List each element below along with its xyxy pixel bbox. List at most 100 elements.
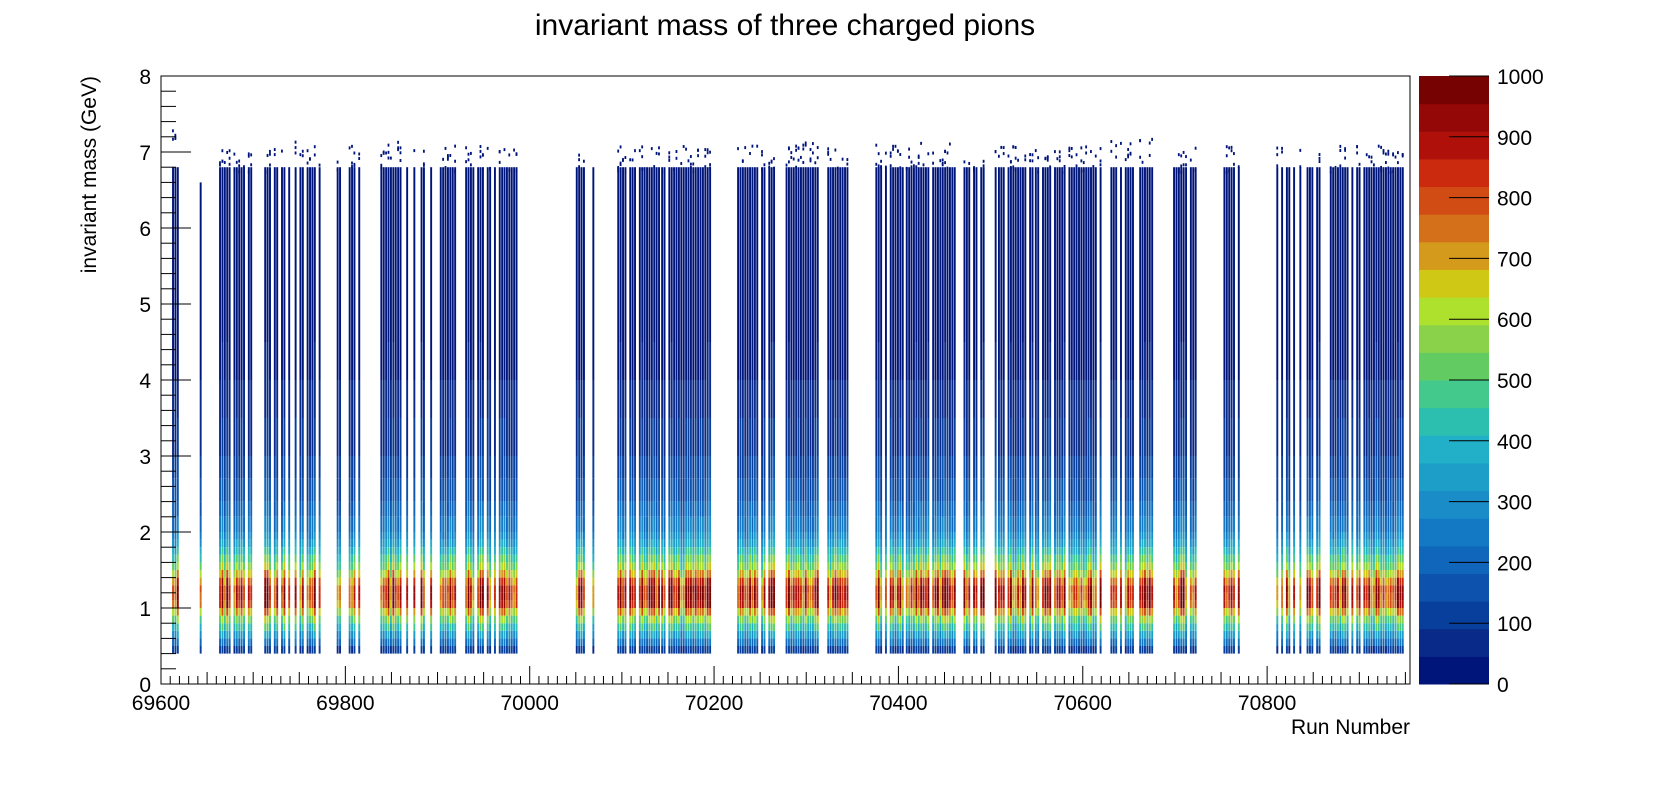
bin-cell — [641, 615, 644, 624]
bin-cell — [176, 380, 179, 418]
bin-cell — [281, 516, 283, 532]
bin-cell — [385, 228, 388, 304]
bin-cell — [832, 630, 834, 639]
bin-cell — [653, 562, 656, 570]
bin-cell — [922, 456, 925, 479]
bin-cell — [746, 228, 749, 304]
bin-cell — [382, 577, 385, 586]
bin-cell — [894, 501, 897, 517]
bin-cell — [387, 570, 390, 578]
bin-cell — [629, 228, 632, 304]
bin-cell — [176, 600, 179, 608]
bin-cell — [387, 167, 390, 228]
bin-cell — [795, 547, 798, 555]
bin-cell — [508, 478, 511, 502]
bin-cell — [884, 228, 887, 304]
bin-cell — [832, 600, 834, 608]
bin-cell — [505, 577, 508, 586]
bin-cell — [467, 304, 470, 342]
bin-cell — [768, 577, 771, 586]
bin-cell — [899, 577, 902, 586]
bin-cell — [420, 592, 423, 601]
bin-cell — [264, 167, 267, 228]
bin-cell — [406, 516, 409, 532]
bin-cell — [699, 562, 702, 570]
bin-cell — [648, 562, 651, 570]
bin-cell — [318, 630, 321, 639]
bin-cell — [655, 539, 658, 548]
bin-cell — [240, 570, 243, 578]
bin-cell — [697, 342, 700, 380]
bin-cell — [348, 646, 351, 654]
bin-cell — [839, 600, 842, 608]
bin-cell — [922, 342, 925, 380]
bin-cell — [899, 562, 902, 570]
bin-cell — [477, 478, 480, 502]
bin-cell — [899, 167, 902, 228]
run-cluster — [172, 129, 179, 654]
bin-cell — [174, 516, 177, 532]
bin-cell — [336, 615, 339, 624]
bin-cell — [924, 478, 927, 502]
bin-cell — [430, 562, 433, 570]
bin-cell — [932, 516, 935, 532]
bin-cell — [422, 608, 425, 616]
bin-cell — [894, 167, 897, 228]
bin-cell — [301, 418, 304, 456]
bin-cell — [901, 600, 904, 608]
bin-cell — [800, 570, 802, 578]
bin-cell — [631, 456, 634, 479]
bin-cell — [844, 304, 846, 342]
bin-cell — [243, 342, 245, 380]
bin-cell — [172, 615, 174, 624]
bin-cell — [498, 630, 501, 639]
bin-cell — [706, 342, 709, 380]
bin-cell — [741, 630, 744, 639]
bin-cell — [680, 167, 683, 228]
bin-cell — [406, 562, 409, 570]
bin-cell — [746, 623, 749, 631]
bin-cell — [770, 501, 773, 517]
bin-cell — [358, 532, 361, 540]
bin-cell — [449, 570, 452, 578]
bin-cell — [836, 562, 839, 570]
bin-cell — [339, 638, 342, 646]
bin-cell-sparse — [454, 144, 456, 148]
bin-cell — [694, 630, 697, 639]
bin-cell — [580, 228, 583, 304]
bin-cell — [336, 478, 339, 502]
bin-cell — [701, 167, 704, 228]
bin-cell — [917, 554, 920, 563]
bin-cell — [770, 304, 773, 342]
bin-cell — [392, 516, 395, 532]
bin-cell — [899, 478, 902, 502]
bin-cell — [301, 380, 304, 418]
bin-cell — [397, 646, 400, 654]
bin-cell — [469, 562, 472, 570]
bin-cell — [575, 623, 578, 631]
bin-cell — [741, 501, 744, 517]
bin-cell — [479, 342, 482, 380]
bin-cell-sparse — [380, 166, 383, 170]
bin-cell — [768, 380, 771, 418]
bin-cell — [281, 630, 283, 639]
bin-cell — [339, 592, 342, 601]
bin-cell — [336, 501, 339, 517]
bin-cell — [313, 342, 316, 380]
bin-cell — [753, 532, 756, 540]
bin-cell — [802, 547, 805, 555]
bin-cell-sparse — [498, 160, 501, 164]
bin-cell — [814, 608, 817, 616]
bin-cell — [444, 532, 447, 540]
bin-cell — [498, 228, 501, 304]
bin-cell — [479, 562, 482, 570]
bin-cell — [309, 539, 311, 548]
bin-cell — [915, 304, 918, 342]
bin-cell — [795, 630, 798, 639]
bin-cell — [761, 456, 764, 479]
bin-cell — [235, 562, 238, 570]
bin-cell-sparse — [790, 155, 793, 159]
bin-cell — [800, 585, 802, 593]
bin-cell — [250, 577, 253, 586]
bin-cell — [477, 646, 480, 654]
